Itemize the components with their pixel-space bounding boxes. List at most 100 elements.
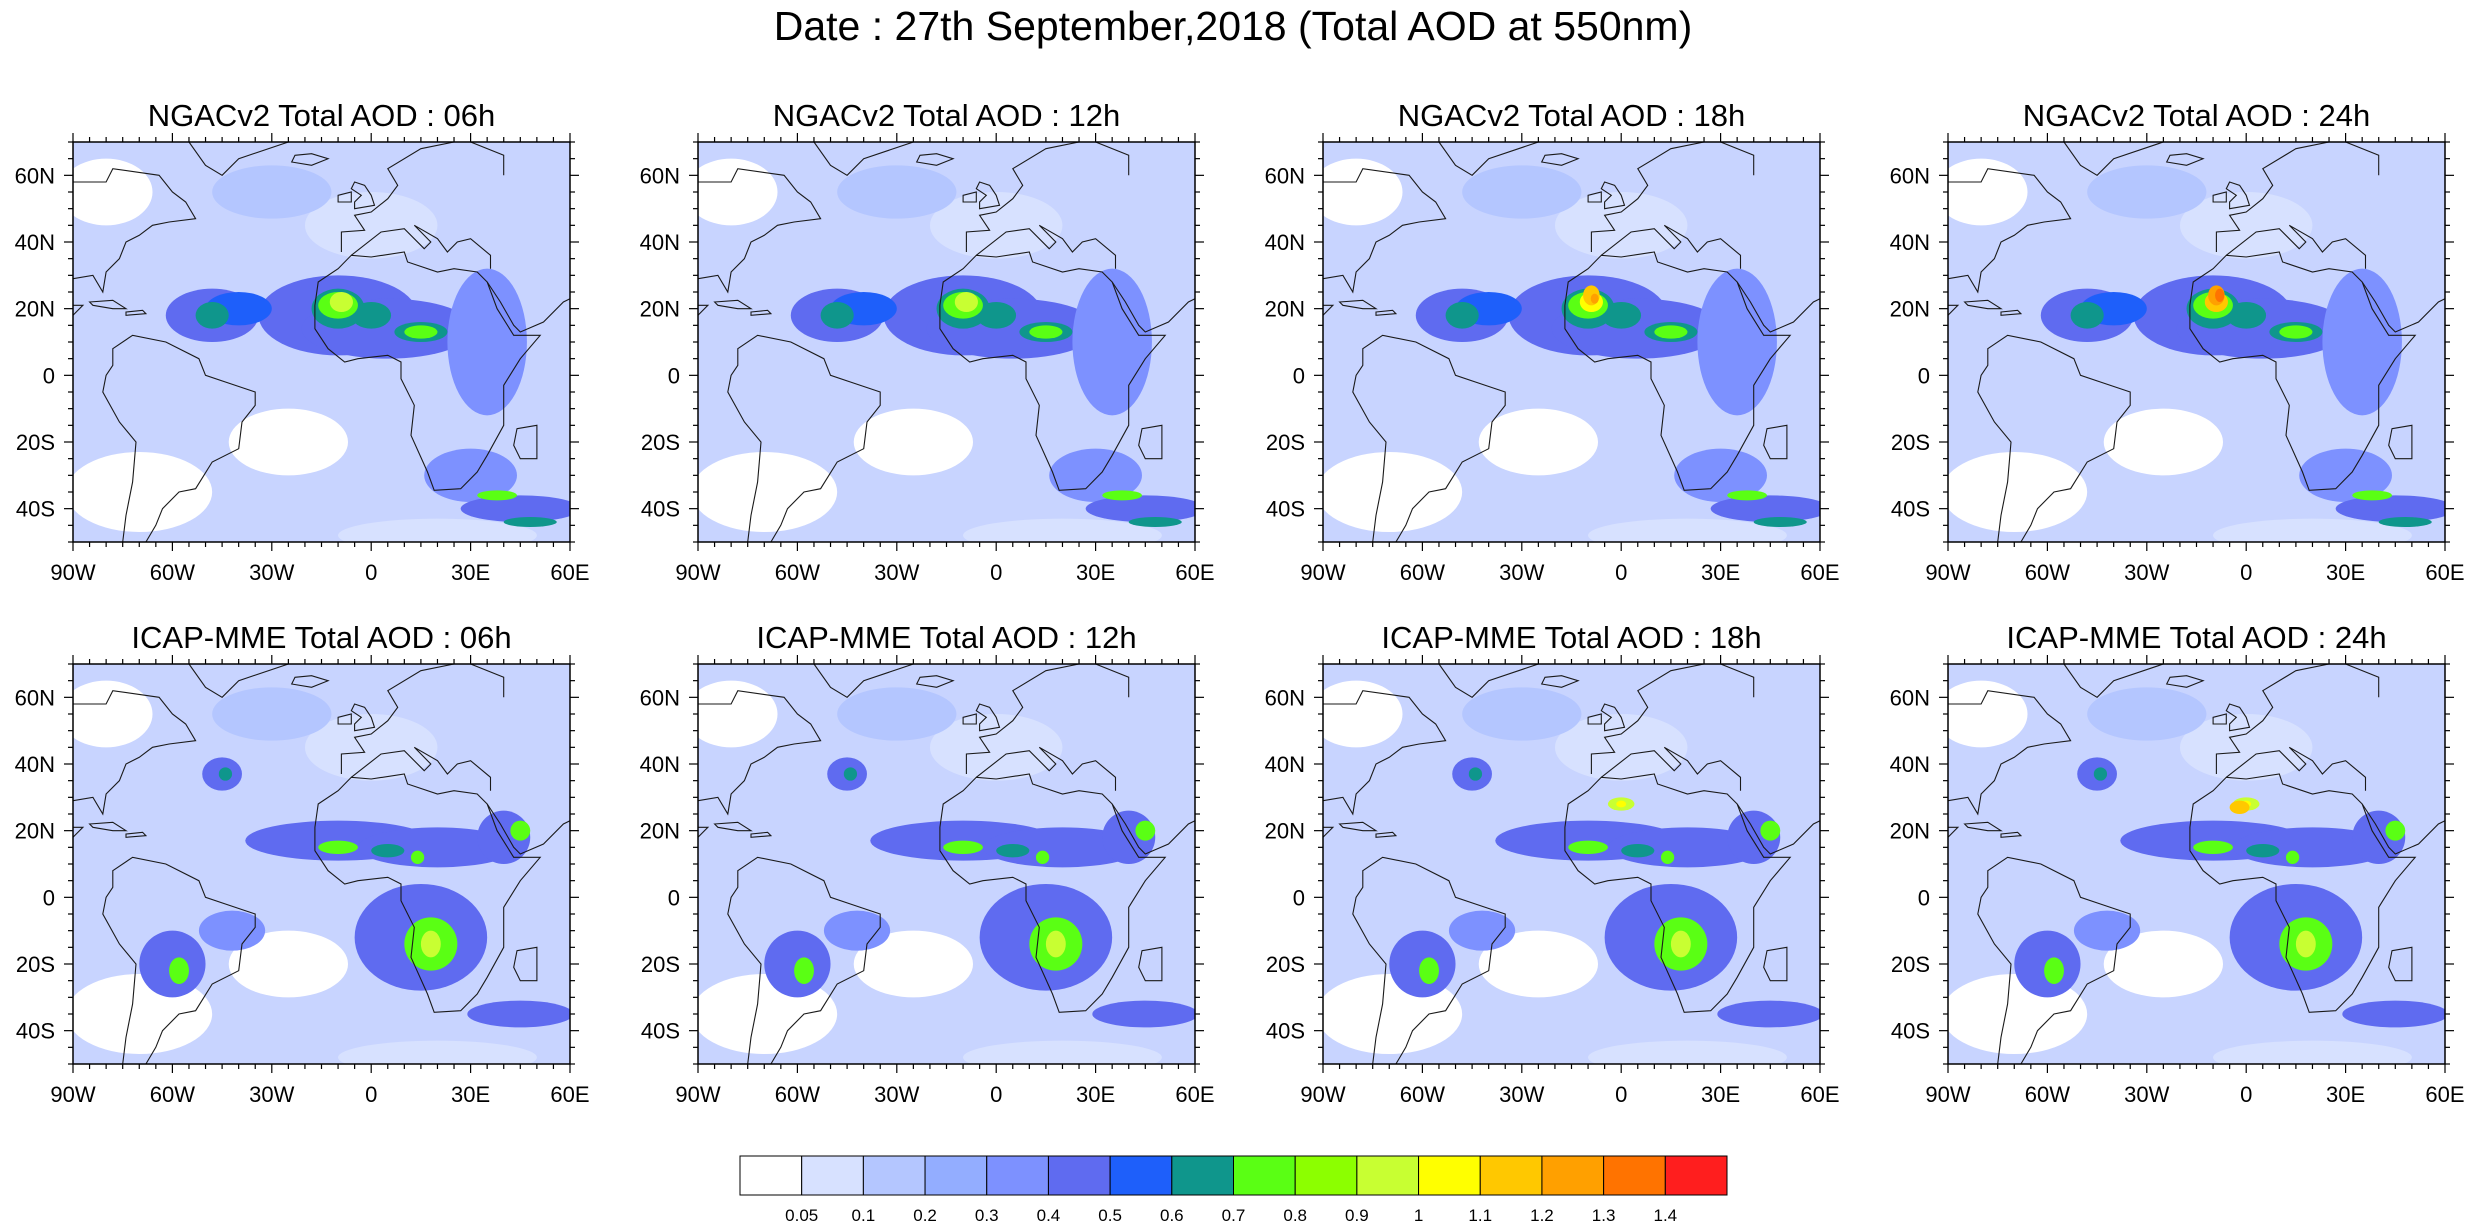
coastline bbox=[1977, 856, 2131, 1064]
aod-plume bbox=[1135, 820, 1156, 841]
aod-plume bbox=[329, 292, 353, 312]
coastline bbox=[965, 664, 1130, 774]
coastline bbox=[2361, 803, 2445, 855]
coastline bbox=[340, 664, 505, 774]
lat-tick-label: 20S bbox=[1266, 952, 1305, 977]
colorbar-swatch bbox=[1294, 1155, 1358, 1196]
coastline bbox=[750, 309, 773, 316]
lat-tick-label: 60N bbox=[1265, 163, 1305, 188]
aod-plume bbox=[2322, 268, 2402, 416]
lat-tick-label: 60N bbox=[15, 163, 55, 188]
colorbar-swatch bbox=[1664, 1155, 1728, 1196]
colorbar-label: 0.2 bbox=[913, 1206, 937, 1222]
lat-tick-label: 20S bbox=[1891, 952, 1930, 977]
colorbar-swatch bbox=[1479, 1155, 1543, 1196]
lat-tick-label: 60N bbox=[15, 685, 55, 710]
lat-tick-label: 40S bbox=[1266, 1019, 1305, 1044]
aod-plume bbox=[2093, 767, 2108, 781]
panel-title: NGACv2 Total AOD : 24h bbox=[2023, 98, 2370, 133]
coastline bbox=[73, 142, 197, 316]
aod-plume bbox=[1674, 448, 1767, 503]
aod-plume bbox=[1102, 490, 1142, 501]
coastline bbox=[1600, 746, 1742, 791]
lon-tick-label: 60W bbox=[2025, 560, 2070, 585]
coastline bbox=[1763, 424, 1788, 460]
coastline bbox=[1352, 334, 1506, 542]
coastline bbox=[1111, 803, 1195, 855]
lon-tick-label: 0 bbox=[2240, 1082, 2252, 1107]
lat-tick-label: 20N bbox=[1265, 297, 1305, 322]
colorbar-swatch bbox=[1603, 1155, 1666, 1196]
lat-tick-label: 40S bbox=[16, 1019, 55, 1044]
lon-tick-label: 90W bbox=[50, 560, 95, 585]
coastline bbox=[1963, 299, 2003, 310]
lon-tick-label: 30E bbox=[2326, 1082, 2365, 1107]
lat-tick-label: 40N bbox=[1890, 752, 1930, 777]
panel-title: NGACv2 Total AOD : 06h bbox=[148, 98, 495, 133]
coastline bbox=[340, 142, 505, 252]
page-title: Date : 27th September,2018 (Total AOD at… bbox=[773, 3, 1693, 49]
aod-plume bbox=[1085, 495, 1195, 522]
lat-tick-label: 40S bbox=[641, 497, 680, 522]
lat-tick-label: 20N bbox=[1890, 819, 1930, 844]
coastline bbox=[1948, 664, 2072, 838]
coastline bbox=[314, 773, 542, 1013]
aod-plume bbox=[1445, 302, 1479, 329]
lat-tick-label: 0 bbox=[1918, 363, 1930, 388]
coastline bbox=[1138, 946, 1163, 982]
coastline bbox=[1540, 153, 1580, 166]
lon-tick-label: 60W bbox=[775, 1082, 820, 1107]
aod-field bbox=[698, 142, 1195, 542]
aod-plume bbox=[351, 302, 392, 329]
coastline bbox=[1375, 309, 1398, 316]
aod-plume bbox=[1072, 268, 1152, 416]
colorbar-swatch bbox=[924, 1155, 988, 1196]
lon-tick-label: 60W bbox=[1400, 1082, 1445, 1107]
panel-title: NGACv2 Total AOD : 12h bbox=[773, 98, 1120, 133]
colorbar: 0.05 0.1 0.2 0.3 0.4 0.5 0.6 0.7 0.8 0.9 1 1.1 1.2 1.… bbox=[739, 1155, 1728, 1222]
lat-tick-label: 20S bbox=[16, 952, 55, 977]
coastline bbox=[1540, 675, 1580, 688]
colorbar-label: 0.7 bbox=[1222, 1206, 1246, 1222]
lat-tick-label: 20N bbox=[15, 819, 55, 844]
aod-plume bbox=[1760, 820, 1781, 841]
aod-plume bbox=[1717, 1000, 1820, 1028]
coastline bbox=[1564, 251, 1792, 491]
colorbar-label: 1.3 bbox=[1592, 1206, 1616, 1222]
aod-plume bbox=[2073, 910, 2141, 951]
aod-plume bbox=[195, 302, 229, 329]
aod-plume bbox=[2279, 325, 2313, 339]
coastline bbox=[2215, 142, 2380, 252]
coastline bbox=[1963, 821, 2003, 832]
coastline bbox=[486, 803, 570, 855]
coastline bbox=[975, 181, 1001, 210]
aod-plume bbox=[371, 844, 405, 858]
coastline bbox=[88, 821, 128, 832]
aod-plume bbox=[1601, 302, 1642, 329]
lon-tick-label: 30E bbox=[2326, 560, 2365, 585]
coastline bbox=[337, 713, 352, 725]
aod-plume bbox=[1710, 495, 1820, 522]
lon-tick-label: 90W bbox=[675, 1082, 720, 1107]
aod-plume bbox=[996, 844, 1030, 858]
lon-tick-label: 0 bbox=[2240, 560, 2252, 585]
coastline bbox=[1763, 946, 1788, 982]
lon-tick-label: 60E bbox=[2425, 1082, 2464, 1107]
aod-plume bbox=[1621, 844, 1655, 858]
aod-plume bbox=[2215, 288, 2225, 303]
lat-tick-label: 20S bbox=[1266, 430, 1305, 455]
aod-plume bbox=[2232, 827, 2392, 868]
aod-plume bbox=[2070, 302, 2104, 329]
lat-tick-label: 40S bbox=[1266, 497, 1305, 522]
colorbar-swatch bbox=[1171, 1155, 1234, 1196]
coastline bbox=[125, 309, 148, 316]
lon-tick-label: 90W bbox=[1925, 560, 1970, 585]
aod-field bbox=[1948, 142, 2445, 542]
coastline bbox=[1590, 664, 1755, 774]
aod-plume bbox=[1049, 448, 1142, 503]
aod-plume bbox=[1035, 850, 1050, 864]
lon-tick-label: 30W bbox=[2124, 560, 2169, 585]
lon-tick-label: 60E bbox=[2425, 560, 2464, 585]
lon-tick-label: 0 bbox=[365, 560, 377, 585]
